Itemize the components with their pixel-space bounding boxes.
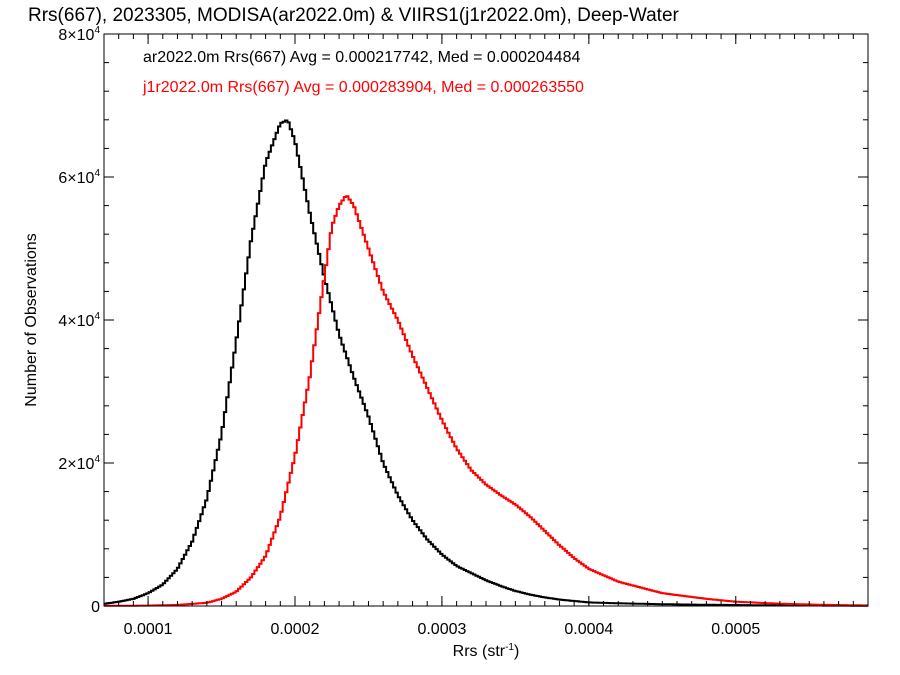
x-tick-label: 0.0004 (564, 621, 613, 638)
ticks-layer: 0.0001 0.0002 0.0003 0.0004 0.0005 0 2×104 4×10… (58, 25, 869, 638)
x-axis-label-close: ) (514, 643, 519, 660)
plot-frame (103, 33, 869, 607)
y-axis-label: Number of Observations (23, 233, 40, 406)
x-axis-label-sup: -1 (505, 642, 514, 653)
x-tick-label: 0.0002 (271, 621, 320, 638)
x-tick-label: 0.0001 (124, 621, 173, 638)
y-tick-label: 6×104 (58, 168, 100, 187)
y-tick-label: 2×104 (58, 454, 100, 473)
legend-entry-modis: ar2022.0m Rrs(667) Avg = 0.000217742, Me… (143, 49, 580, 66)
x-tick-label: 0.0003 (417, 621, 466, 638)
series-line-1 (104, 195, 868, 607)
x-axis-label: Rrs (str-1) (453, 642, 520, 660)
y-tick-label: 0 (91, 599, 100, 616)
y-tick-label: 8×104 (58, 25, 100, 44)
series-line-0 (104, 119, 868, 607)
chart-title: Rrs(667), 2023305, MODISA(ar2022.0m) & V… (28, 5, 680, 26)
y-tick-label: 4×104 (58, 311, 100, 330)
series-layer (104, 119, 868, 607)
x-tick-label: 0.0005 (711, 621, 760, 638)
legend-entry-viirs: j1r2022.0m Rrs(667) Avg = 0.000283904, M… (142, 79, 584, 96)
x-axis-label-text: Rrs (str (453, 643, 506, 660)
